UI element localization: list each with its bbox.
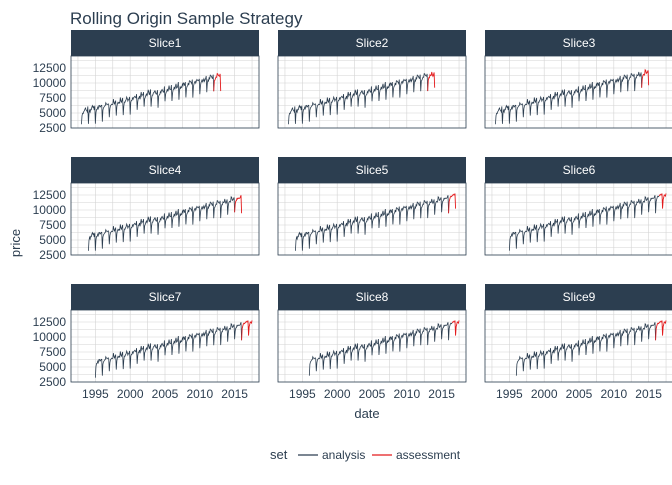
facet-label: Slice7 [149, 290, 182, 304]
series-line-assessment [234, 195, 243, 214]
series-line-analysis [81, 74, 215, 125]
chart-title: Rolling Origin Sample Strategy [70, 9, 303, 28]
panel-border [70, 309, 260, 383]
facet-panel-6: Slice6 [484, 157, 672, 256]
facet-strip [71, 284, 259, 310]
y-tick-label: 12500 [33, 188, 67, 202]
legend-label-assessment: assessment [396, 448, 461, 462]
y-tick-label: 2500 [39, 248, 66, 262]
series-line-assessment [448, 193, 457, 214]
series-line-analysis [288, 72, 429, 125]
y-tick-label: 5000 [39, 106, 66, 120]
facet-panel-9: Slice9 1995 2000 2005 2010 2015 [484, 284, 672, 401]
facet-strip [485, 284, 672, 310]
facet-label: Slice3 [563, 36, 596, 50]
series-line-analysis [295, 195, 449, 251]
y-tick-label: 2500 [39, 121, 66, 135]
panel-border [277, 55, 467, 129]
y-tick-label: 7500 [39, 91, 66, 105]
series-line-analysis [508, 195, 660, 251]
x-tick-label: 2005 [152, 387, 179, 401]
facet-strip [278, 284, 466, 310]
series-line-assessment [451, 320, 460, 336]
facet-label: Slice6 [563, 163, 596, 177]
facet-strip [278, 30, 466, 56]
y-tick-label: 5000 [39, 233, 66, 247]
facet-label: Slice2 [356, 36, 389, 50]
y-tick-label: 10000 [33, 203, 67, 217]
y-tick-label: 7500 [39, 345, 66, 359]
facet-strip [485, 30, 672, 56]
legend-label-analysis: analysis [322, 448, 365, 462]
x-tick-label: 2005 [566, 387, 593, 401]
y-tick-label: 5000 [39, 360, 66, 374]
facet-panel-2: Slice2 [277, 30, 467, 129]
x-axis-label: date [354, 406, 379, 421]
x-tick-label: 2005 [359, 387, 386, 401]
x-tick-label: 2015 [635, 387, 662, 401]
x-tick-label: 2015 [428, 387, 455, 401]
y-tick-label: 12500 [33, 61, 67, 75]
series-line-analysis [94, 322, 242, 378]
facet-strip [485, 157, 672, 183]
facet-label: Slice8 [356, 290, 389, 304]
y-tick-label: 10000 [33, 330, 67, 344]
x-tick-label: 2000 [324, 387, 351, 401]
series-line-assessment [655, 320, 667, 341]
x-tick-label: 2000 [117, 387, 144, 401]
x-tick-label: 1995 [496, 387, 523, 401]
y-tick-label: 12500 [33, 315, 67, 329]
facet-label: Slice4 [149, 163, 182, 177]
facet-strip [71, 30, 259, 56]
y-tick-label: 7500 [39, 218, 66, 232]
legend-title: set [270, 447, 288, 462]
panel-border [484, 55, 672, 129]
facet-strip [71, 157, 259, 183]
series-line-analysis [495, 71, 643, 125]
series-line-analysis [88, 195, 236, 251]
y-tick-label: 10000 [33, 76, 67, 90]
series-line-analysis [515, 322, 656, 376]
series-line-assessment [641, 68, 650, 88]
x-tick-label: 2000 [531, 387, 558, 401]
panel-border [484, 182, 672, 256]
series-line-analysis [308, 322, 453, 376]
x-tick-label: 2010 [393, 387, 420, 401]
x-tick-label: 2010 [600, 387, 627, 401]
x-tick-label: 2010 [186, 387, 213, 401]
panel-border [484, 309, 672, 383]
facet-panel-8: Slice8 1995 2000 2005 2010 2015 [277, 284, 467, 401]
panel-border [277, 309, 467, 383]
facet-label: Slice5 [356, 163, 389, 177]
facet-label: Slice1 [149, 36, 182, 50]
series-line-assessment [241, 320, 253, 341]
x-tick-label: 1995 [289, 387, 316, 401]
facet-panel-5: Slice5 [277, 157, 467, 256]
facet-label: Slice9 [563, 290, 596, 304]
y-tick-label: 2500 [39, 375, 66, 389]
series-line-assessment [427, 71, 436, 92]
panel-border [70, 182, 260, 256]
x-tick-label: 2015 [221, 387, 248, 401]
x-tick-label: 1995 [82, 387, 109, 401]
legend: set analysis assessment [270, 447, 461, 462]
series-line-assessment [658, 193, 667, 209]
series-line-assessment [213, 72, 222, 92]
facet-strip [278, 157, 466, 183]
y-axis-label: price [8, 229, 23, 257]
facet-panel-3: Slice3 [484, 30, 672, 129]
panel-border [277, 182, 467, 256]
panel-border [70, 55, 260, 129]
